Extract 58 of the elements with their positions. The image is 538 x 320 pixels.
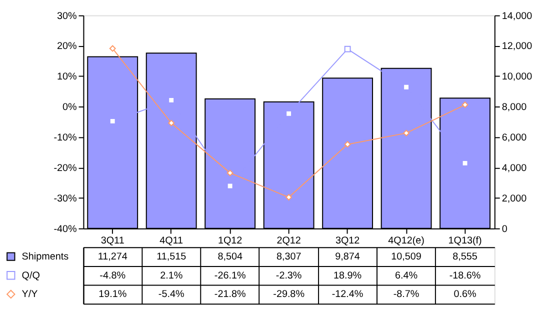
data-label: -5.4% xyxy=(158,289,184,300)
data-label: -12.4% xyxy=(332,289,364,300)
data-label: -21.8% xyxy=(214,289,246,300)
data-label: 8,307 xyxy=(276,252,302,263)
data-label: 0.6% xyxy=(454,289,477,300)
y-tick-label: -30% xyxy=(54,193,77,204)
x-tick-label: 1Q13(f) xyxy=(448,236,482,247)
point xyxy=(168,120,175,126)
y-tick-label: -10% xyxy=(54,132,77,144)
point xyxy=(168,97,175,104)
data-label: -26.1% xyxy=(214,270,246,282)
point xyxy=(109,45,116,52)
y-tick-label: 30% xyxy=(56,10,77,22)
y-tick-label: 20% xyxy=(56,41,77,52)
y2-tick-label: 0 xyxy=(502,224,508,235)
data-label: -8.7% xyxy=(393,289,420,300)
x-tick-label: 1Q12 xyxy=(218,236,242,247)
x-tick-label: 3Q12 xyxy=(335,236,360,247)
data-label: 8,504 xyxy=(218,252,243,263)
data-label: 8,555 xyxy=(452,252,478,263)
y-tick-label: -20% xyxy=(54,162,77,174)
x-tick-label: 2Q12 xyxy=(276,236,301,247)
data-label: 11,515 xyxy=(156,252,187,263)
data-label: 2.1% xyxy=(160,270,183,282)
data-label: 6.4% xyxy=(395,270,418,282)
x-tick-label: 4Q12(e) xyxy=(388,236,424,247)
legend-label: Shipments xyxy=(22,252,69,263)
data-label: -4.8% xyxy=(100,270,126,282)
point xyxy=(286,110,292,117)
data-label: 18.9% xyxy=(334,270,362,282)
y-tick-label: -40% xyxy=(54,224,77,235)
data-label: 19.1% xyxy=(98,289,127,300)
x-tick-label: 3Q11 xyxy=(100,236,125,247)
legend-label: Y/Y xyxy=(22,289,38,300)
data-label: -2.3% xyxy=(276,270,302,282)
point xyxy=(226,182,234,190)
y2-tick-label: 6,000 xyxy=(502,132,528,144)
point xyxy=(344,46,351,52)
y2-tick-label: 14,000 xyxy=(502,10,533,22)
y-tick-label: 0% xyxy=(62,102,77,114)
y-tick-label: 10% xyxy=(56,72,77,83)
data-label: 11,274 xyxy=(98,252,128,263)
y2-tick-label: 10,000 xyxy=(502,72,533,83)
y2-tick-label: 2,000 xyxy=(502,193,528,204)
y2-tick-label: 4,000 xyxy=(502,162,528,174)
data-label: -29.8% xyxy=(273,289,305,300)
x-tick-label: 4Q11 xyxy=(160,236,184,247)
data-label: 9,874 xyxy=(335,252,360,263)
point xyxy=(403,130,410,136)
data-label: 10,509 xyxy=(391,252,422,263)
point xyxy=(286,194,292,200)
y2-tick-label: 8,000 xyxy=(502,102,528,114)
point xyxy=(226,170,234,176)
legend-label: Q/Q xyxy=(22,270,40,282)
y2-tick-label: 12,000 xyxy=(502,41,533,52)
point xyxy=(344,141,351,148)
point xyxy=(462,102,468,108)
data-label: -18.6% xyxy=(449,270,481,282)
